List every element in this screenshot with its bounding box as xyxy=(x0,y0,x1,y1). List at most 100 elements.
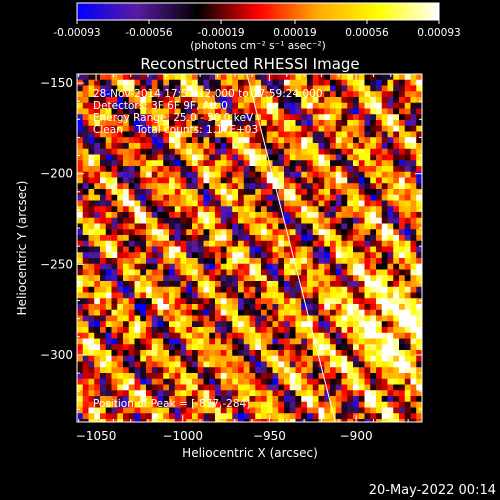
heatmap-cell xyxy=(209,367,216,374)
heatmap-cell xyxy=(226,384,233,391)
heatmap-cell xyxy=(197,315,204,322)
heatmap-cell xyxy=(330,148,337,155)
heatmap-cell xyxy=(215,206,222,213)
heatmap-cell xyxy=(307,252,314,259)
heatmap-cell xyxy=(284,263,291,270)
heatmap-cell xyxy=(220,223,227,230)
heatmap-cell xyxy=(255,332,262,339)
heatmap-cell xyxy=(100,114,107,121)
heatmap-cell xyxy=(163,154,170,161)
heatmap-cell xyxy=(295,235,302,242)
heatmap-cell xyxy=(295,217,302,224)
heatmap-cell xyxy=(174,275,181,282)
heatmap-cell xyxy=(416,200,422,207)
heatmap-cell xyxy=(272,125,279,132)
heatmap-cell xyxy=(180,269,187,276)
heatmap-cell xyxy=(197,367,204,374)
heatmap-cell xyxy=(232,338,239,345)
heatmap-cell xyxy=(358,177,365,184)
heatmap-cell xyxy=(266,240,273,247)
heatmap-cell xyxy=(255,74,262,81)
heatmap-cell xyxy=(318,131,325,138)
heatmap-cell xyxy=(289,120,296,127)
heatmap-cell xyxy=(261,304,268,311)
heatmap-cell xyxy=(163,373,170,380)
heatmap-cell xyxy=(284,177,291,184)
heatmap-cell xyxy=(364,309,371,316)
heatmap-cell xyxy=(261,275,268,282)
heatmap-cell xyxy=(151,137,158,144)
heatmap-cell xyxy=(186,315,193,322)
heatmap-cell xyxy=(209,223,216,230)
heatmap-cell xyxy=(347,373,354,380)
heatmap-cell xyxy=(416,292,422,299)
heatmap-cell xyxy=(197,327,204,334)
heatmap-cell xyxy=(169,419,176,422)
heatmap-cell xyxy=(243,206,250,213)
heatmap-cell xyxy=(209,252,216,259)
heatmap-cell xyxy=(307,378,314,385)
heatmap-cell xyxy=(151,252,158,259)
heatmap-cell xyxy=(105,292,112,299)
heatmap-cell xyxy=(278,194,285,201)
heatmap-cell xyxy=(157,332,164,339)
heatmap-cell xyxy=(94,413,101,420)
heatmap-cell xyxy=(128,189,135,196)
heatmap-cell xyxy=(123,79,130,86)
heatmap-cell xyxy=(364,235,371,242)
heatmap-cell xyxy=(134,373,141,380)
heatmap-cell xyxy=(209,206,216,213)
heatmap-cell xyxy=(255,206,262,213)
heatmap-cell xyxy=(209,131,216,138)
heatmap-cell xyxy=(353,355,360,362)
heatmap-cell xyxy=(249,229,256,236)
heatmap-cell xyxy=(370,171,377,178)
heatmap-cell xyxy=(255,407,262,414)
heatmap-cell xyxy=(341,252,348,259)
heatmap-cell xyxy=(203,223,210,230)
heatmap-cell xyxy=(215,298,222,305)
heatmap-cell xyxy=(358,125,365,132)
heatmap-cell xyxy=(295,177,302,184)
heatmap-cell xyxy=(404,309,411,316)
heatmap-cell xyxy=(335,235,342,242)
heatmap-cell xyxy=(192,378,199,385)
heatmap-cell xyxy=(289,97,296,104)
heatmap-cell xyxy=(151,79,158,86)
heatmap-cell xyxy=(347,344,354,351)
heatmap-cell xyxy=(232,212,239,219)
heatmap-cell xyxy=(312,143,319,150)
heatmap-cell xyxy=(416,148,422,155)
heatmap-cell xyxy=(243,189,250,196)
heatmap-cell xyxy=(100,246,107,253)
heatmap-cell xyxy=(387,131,394,138)
heatmap-cell xyxy=(82,154,89,161)
heatmap-cell xyxy=(416,419,422,422)
heatmap-cell xyxy=(209,378,216,385)
heatmap-cell xyxy=(341,378,348,385)
heatmap-cell xyxy=(376,401,383,408)
heatmap-cell xyxy=(341,269,348,276)
heatmap-cell xyxy=(82,79,89,86)
heatmap-cell xyxy=(249,396,256,403)
heatmap-cell xyxy=(399,223,406,230)
heatmap-cell xyxy=(220,212,227,219)
heatmap-cell xyxy=(82,332,89,339)
heatmap-cell xyxy=(157,91,164,98)
heatmap-cell xyxy=(209,338,216,345)
heatmap-cell xyxy=(220,413,227,420)
heatmap-cell xyxy=(295,338,302,345)
heatmap-cell xyxy=(353,332,360,339)
heatmap-cell xyxy=(404,131,411,138)
heatmap-cell xyxy=(330,269,337,276)
heatmap-cell xyxy=(151,350,158,357)
heatmap-cell xyxy=(77,252,84,259)
heatmap-cell xyxy=(123,74,130,81)
heatmap-cell xyxy=(220,229,227,236)
heatmap-cell xyxy=(77,396,84,403)
heatmap-cell xyxy=(203,177,210,184)
heatmap-cell xyxy=(376,378,383,385)
heatmap-cell xyxy=(180,275,187,282)
heatmap-cell xyxy=(249,378,256,385)
heatmap-cell xyxy=(192,166,199,173)
